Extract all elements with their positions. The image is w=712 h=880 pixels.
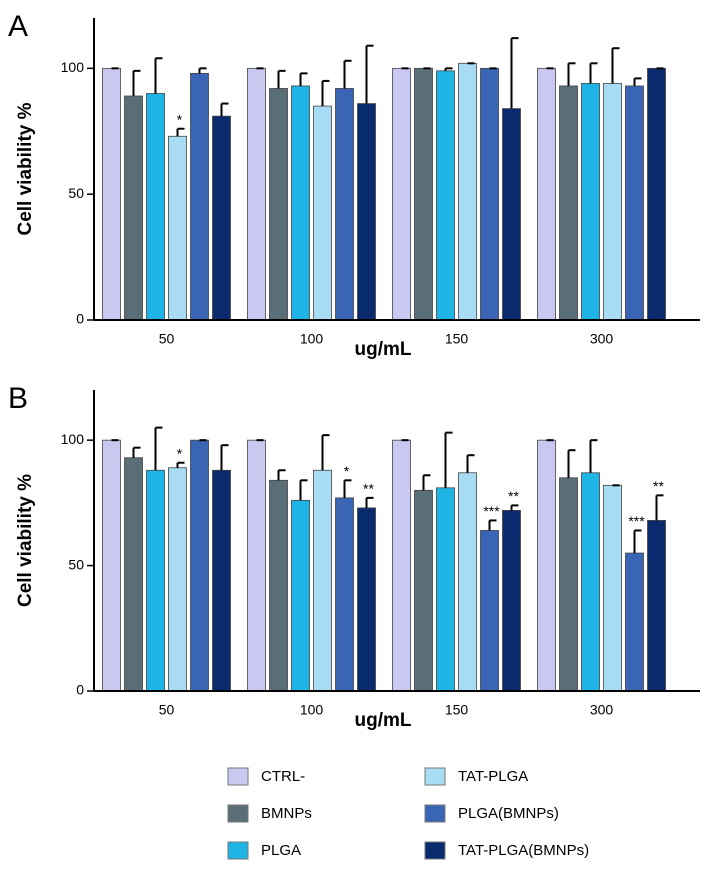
bar [581,83,600,321]
legend-label: CTRL- [261,768,305,785]
x-tick-label: 300 [590,702,614,718]
significance-mark: * [344,463,350,479]
y-tick-label: 0 [76,311,84,327]
x-axis-label: ug/mL [355,710,412,731]
bar [559,85,578,321]
legend-label: TAT-PLGA [458,768,528,785]
bar [247,439,266,692]
y-axis-label: Cell viability % [15,474,36,607]
significance-mark: ** [653,478,664,494]
bar [625,552,644,692]
significance-mark: *** [483,503,500,519]
y-tick-label: 100 [61,431,85,447]
legend-swatch [227,804,249,823]
bar [291,85,310,321]
x-tick-label: 100 [300,331,324,347]
bar [357,507,376,692]
significance-mark: ** [508,488,519,504]
bar [247,67,266,321]
bar [168,467,187,692]
x-tick-label: 100 [300,702,324,718]
bar [414,489,433,692]
bar [436,487,455,692]
bar [458,62,477,321]
bar [625,85,644,321]
bar [313,469,332,692]
legend-label: PLGA(BMNPs) [458,805,559,822]
bar [502,509,521,692]
bar [537,67,556,321]
bar [269,479,288,692]
bar [190,72,209,321]
legend-label: PLGA [261,842,301,859]
x-axis-label: ug/mL [355,339,412,360]
bar [458,472,477,692]
bar [537,439,556,692]
legend-swatch [227,767,249,786]
bar [168,135,187,321]
legend-label: BMNPs [261,805,312,822]
bar [581,472,600,692]
bar [559,477,578,692]
bar [480,530,499,692]
bar [102,439,121,692]
bar [335,497,354,692]
bar [190,439,209,692]
bar [357,103,376,321]
bar [212,469,231,692]
bar [436,70,455,321]
bar [392,439,411,692]
bar [502,108,521,321]
x-tick-label: 300 [590,331,614,347]
legend-swatch [424,767,446,786]
x-tick-label: 50 [159,331,175,347]
bar [269,88,288,321]
bar [335,88,354,321]
y-tick-label: 0 [76,682,84,698]
panel-label: A [8,10,28,43]
bar [647,520,666,692]
panel-label: B [8,382,28,415]
y-axis-label: Cell viability % [15,102,36,235]
legend-swatch [424,804,446,823]
x-tick-label: 150 [445,331,469,347]
legend-label: TAT-PLGA(BMNPs) [458,842,589,859]
x-tick-label: 50 [159,702,175,718]
bar [124,95,143,321]
bar [603,484,622,692]
significance-mark: *** [628,513,645,529]
bar [313,105,332,321]
x-tick-label: 150 [445,702,469,718]
legend-swatch [424,841,446,860]
bar [414,67,433,321]
significance-mark: ** [363,481,374,497]
y-tick-label: 50 [68,185,84,201]
bar [146,93,165,321]
bar [124,457,143,692]
bar [102,67,121,321]
y-tick-label: 50 [68,556,84,572]
bar [392,67,411,321]
bar [647,67,666,321]
bar [212,115,231,321]
significance-mark: * [177,445,183,461]
bar [146,469,165,692]
significance-mark: * [177,111,183,127]
legend-swatch [227,841,249,860]
y-tick-label: 100 [61,59,85,75]
bar [603,83,622,321]
bar [291,499,310,692]
bar [480,67,499,321]
